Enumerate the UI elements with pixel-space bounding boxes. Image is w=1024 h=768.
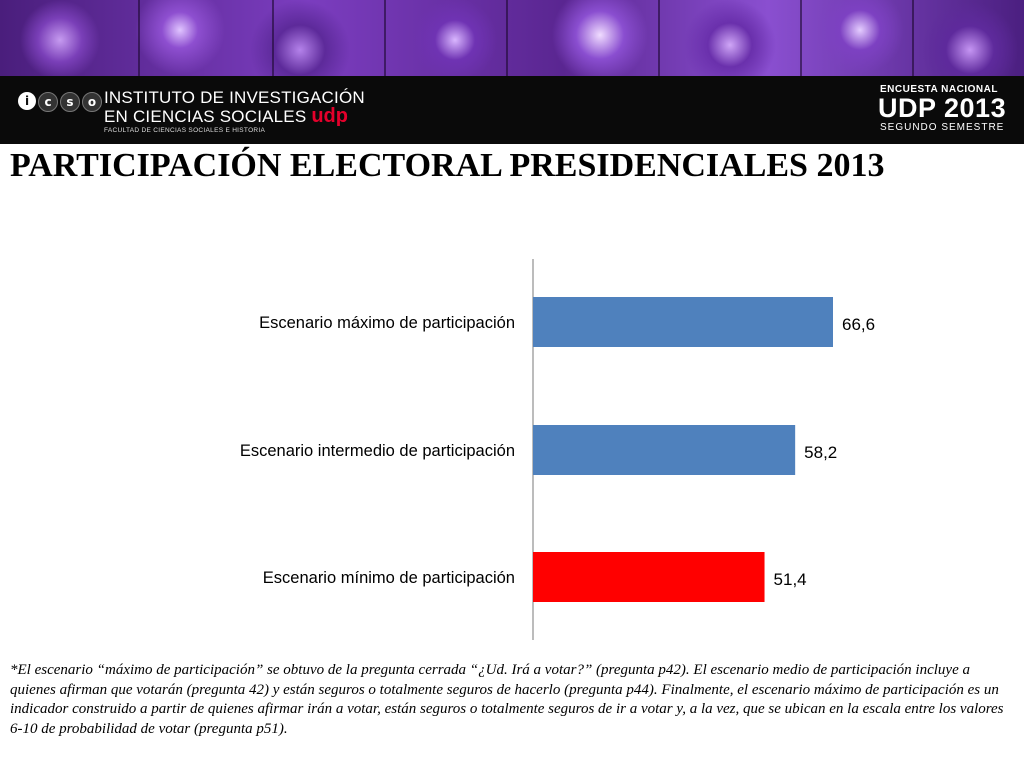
- value-label: 66,6: [842, 315, 875, 334]
- icso-logo: i c s o: [18, 92, 102, 112]
- banner-photo: [140, 0, 274, 76]
- value-label: 58,2: [804, 443, 837, 462]
- banner-photo: [508, 0, 660, 76]
- category-label: Escenario intermedio de participación: [240, 442, 515, 460]
- category-label: Escenario mínimo de participación: [263, 569, 515, 587]
- banner-photo: [660, 0, 802, 76]
- udp-logo: udp: [311, 105, 348, 127]
- value-label: 51,4: [774, 570, 807, 589]
- footnote: *El escenario “máximo de participación” …: [10, 662, 1004, 737]
- institute-line1: INSTITUTO DE INVESTIGACIÓN: [104, 88, 365, 107]
- header-photo-banner: [0, 0, 1024, 76]
- banner-photo: [0, 0, 140, 76]
- banner-photo: [386, 0, 508, 76]
- category-label: Escenario máximo de participación: [259, 314, 515, 332]
- logo-letter: i: [18, 92, 36, 110]
- header-bar: [0, 76, 1024, 144]
- institute-subtitle: FACULTAD DE CIENCIAS SOCIALES E HISTORIA: [104, 127, 266, 134]
- banner-photo: [802, 0, 914, 76]
- bar: [533, 552, 765, 602]
- page-title: PARTICIPACIÓN ELECTORAL PRESIDENCIALES 2…: [10, 147, 885, 184]
- bar: [533, 425, 796, 475]
- survey-period: SEGUNDO SEMESTRE: [880, 122, 1005, 133]
- logo-letter: o: [82, 92, 102, 112]
- logo-letter: s: [60, 92, 80, 112]
- bar: [533, 297, 833, 347]
- banner-photo: [274, 0, 386, 76]
- logo-letter: c: [38, 92, 58, 112]
- institute-name: INSTITUTO DE INVESTIGACIÓN EN CIENCIAS S…: [104, 88, 365, 126]
- survey-title: UDP 2013: [878, 93, 1007, 123]
- survey-label: ENCUESTA NACIONAL: [880, 84, 998, 95]
- institute-line2: EN CIENCIAS SOCIALES: [104, 107, 307, 126]
